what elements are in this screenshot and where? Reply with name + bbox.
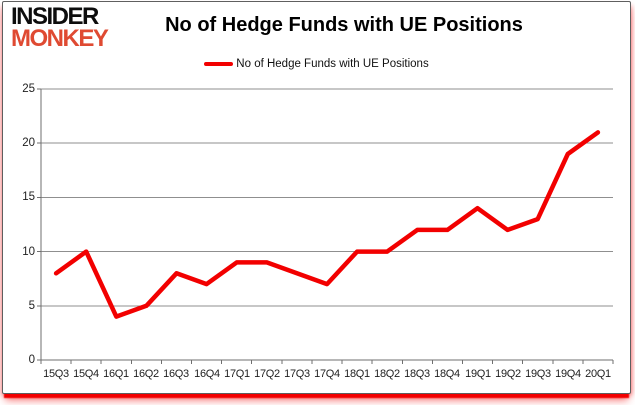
y-tick-label: 15	[22, 191, 35, 204]
chart-title: No of Hedge Funds with UE Positions	[165, 14, 523, 36]
x-tick-label: 18Q1	[344, 368, 370, 380]
line-chart-svg	[37, 88, 614, 364]
y-tick-label: 0	[28, 354, 35, 366]
x-tick-label: 19Q3	[525, 368, 551, 380]
chart-panel: INSIDER MONKEY No of Hedge Funds with UE…	[2, 1, 631, 394]
x-tick-label: 15Q3	[43, 368, 69, 380]
x-tick-label: 16Q1	[103, 368, 129, 380]
x-tick-label: 16Q2	[133, 368, 159, 380]
x-tick-label: 17Q4	[314, 368, 340, 380]
legend: No of Hedge Funds with UE Positions	[3, 58, 630, 70]
x-tick-label: 15Q4	[73, 368, 99, 380]
x-tick-label: 19Q4	[555, 368, 581, 380]
x-tick-label: 18Q4	[434, 368, 460, 380]
y-tick-label: 10	[22, 245, 35, 258]
x-tick-label: 19Q2	[495, 368, 521, 380]
y-tick-label: 20	[22, 137, 35, 150]
legend-line-swatch	[204, 62, 234, 66]
y-tick-label: 5	[28, 299, 35, 312]
x-tick-label: 17Q3	[284, 368, 310, 380]
legend-label: No of Hedge Funds with UE Positions	[236, 58, 429, 70]
x-tick-label: 17Q2	[254, 368, 280, 380]
x-tick-label: 18Q3	[404, 368, 430, 380]
logo-insider-text: INSIDER	[11, 3, 99, 30]
x-tick-label: 19Q1	[465, 368, 491, 380]
logo-monkey-text: MONKEY	[11, 25, 109, 52]
x-tick-label: 18Q2	[374, 368, 400, 380]
x-tick-label: 16Q3	[163, 368, 189, 380]
insider-monkey-logo: INSIDER MONKEY	[11, 3, 109, 52]
y-tick-label: 25	[22, 83, 35, 95]
x-tick-label: 17Q1	[224, 368, 250, 380]
x-tick-label: 16Q4	[194, 368, 220, 380]
x-tick-label: 20Q1	[585, 368, 611, 380]
